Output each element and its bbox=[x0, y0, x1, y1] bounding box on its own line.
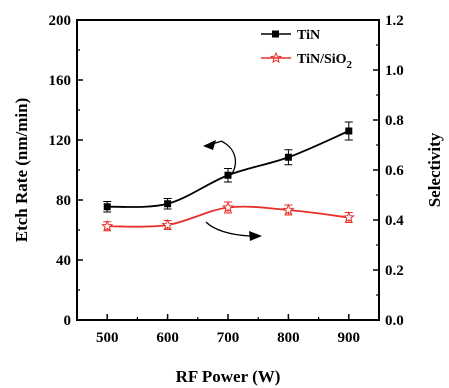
legend-label-tin: TiN bbox=[297, 28, 320, 43]
y-tick-label: 160 bbox=[49, 73, 72, 89]
right-axis-ticks: 0.0 0.2 0.4 0.6 0.8 1.0 1.2 bbox=[373, 13, 404, 329]
x-tick-label: 800 bbox=[277, 330, 300, 346]
y-tick-label: 40 bbox=[56, 253, 71, 269]
left-axis-ticks: 0 40 80 120 160 200 bbox=[49, 13, 83, 329]
y2-tick-label: 0.4 bbox=[385, 213, 404, 229]
y2-tick-label: 1.0 bbox=[385, 63, 404, 79]
data-point bbox=[103, 203, 111, 211]
x-tick-label: 900 bbox=[338, 330, 361, 346]
data-point bbox=[284, 153, 292, 161]
data-point bbox=[221, 201, 235, 213]
legend-item-tin-sio2: TiN/SiO2 bbox=[261, 51, 353, 71]
data-point bbox=[161, 218, 174, 231]
data-point bbox=[224, 171, 232, 179]
y2-tick-label: 1.2 bbox=[385, 13, 404, 29]
data-point bbox=[101, 219, 114, 232]
legend: TiN TiN/SiO2 bbox=[261, 28, 353, 71]
y-tick-label: 120 bbox=[49, 133, 72, 149]
series-tin bbox=[103, 121, 353, 213]
data-point bbox=[164, 200, 172, 208]
y2-axis-title: Selectivity bbox=[425, 132, 444, 207]
y2-tick-label: 0.8 bbox=[385, 113, 404, 129]
legend-marker-star bbox=[269, 51, 283, 64]
y-tick-label: 200 bbox=[49, 13, 72, 29]
legend-subscript: 2 bbox=[347, 59, 353, 71]
x-axis-title: RF Power (W) bbox=[176, 367, 281, 386]
y-tick-label: 80 bbox=[56, 193, 71, 209]
y2-tick-label: 0.2 bbox=[385, 263, 404, 279]
y2-tick-label: 0.6 bbox=[385, 163, 404, 179]
bottom-axis-ticks: 500 600 700 800 900 bbox=[76, 314, 380, 346]
data-point bbox=[345, 127, 353, 135]
x-tick-label: 600 bbox=[156, 330, 179, 346]
series-layer bbox=[101, 121, 355, 232]
annotation-arrow-left bbox=[203, 140, 237, 179]
series-tin-sio2 bbox=[101, 201, 355, 232]
y-axis-title: Etch Rate (nm/min) bbox=[12, 98, 31, 242]
legend-item-tin: TiN bbox=[261, 28, 320, 43]
legend-marker-square bbox=[272, 30, 279, 38]
data-point bbox=[342, 211, 355, 223]
annotation-arrow-right bbox=[205, 221, 262, 241]
y-tick-label: 0 bbox=[64, 313, 72, 329]
y2-tick-label: 0.0 bbox=[385, 313, 404, 329]
legend-label-tin-sio2: TiN/SiO2 bbox=[297, 52, 353, 71]
data-point bbox=[282, 203, 295, 216]
x-tick-label: 700 bbox=[217, 330, 240, 346]
x-tick-label: 500 bbox=[96, 330, 119, 346]
